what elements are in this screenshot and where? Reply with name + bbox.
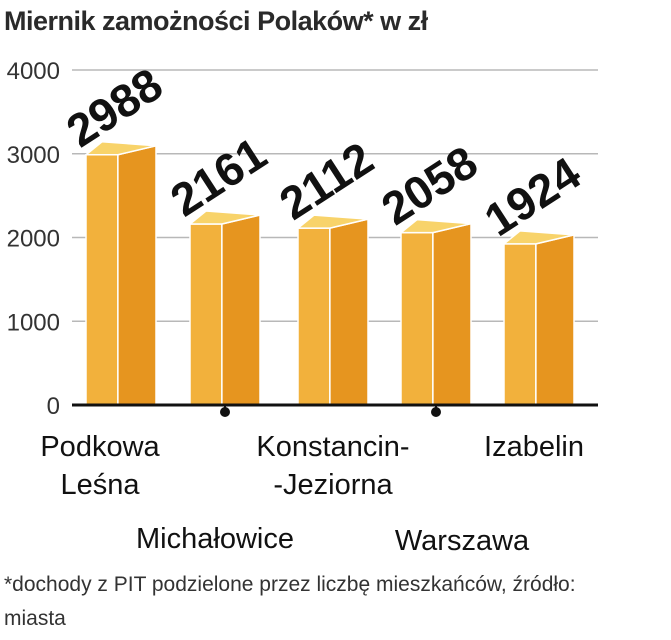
y-tick-label: 4000 <box>7 58 60 85</box>
label-leader-dot <box>431 407 441 417</box>
bar-side-face <box>221 214 261 406</box>
category-labels: Podkowa Leśna Michałowice Konstancin- -Jezio… <box>40 431 584 557</box>
bar <box>501 230 575 406</box>
bar-top-face <box>295 214 369 229</box>
bar-top-face <box>501 230 575 245</box>
category-label: -Jeziorna <box>273 469 393 501</box>
y-tick-label: 3000 <box>7 142 60 169</box>
y-tick-label: 1000 <box>7 309 60 336</box>
x-axis <box>72 403 598 417</box>
bar-front-face <box>85 154 119 406</box>
chart-title: Miernik zamożności Polaków* w zł <box>4 6 428 36</box>
bar <box>187 210 261 406</box>
bar-front-face <box>189 223 223 406</box>
value-label: 2112 <box>270 132 382 230</box>
category-label: Michałowice <box>136 523 294 555</box>
label-leader-dot <box>220 407 230 417</box>
bar-side-face <box>117 144 157 406</box>
category-label: Leśna <box>60 469 140 501</box>
bar-top-face <box>398 218 472 234</box>
category-label: Konstancin- <box>256 431 409 463</box>
bar-top-face <box>83 140 157 156</box>
bar <box>398 218 472 406</box>
y-tick-label: 2000 <box>7 226 60 253</box>
category-label: Warszawa <box>395 525 530 557</box>
bar <box>295 214 369 406</box>
bar-side-face <box>432 222 472 406</box>
footnote: *dochody z PIT podzielone przez liczbę m… <box>4 573 576 630</box>
category-label: Izabelin <box>484 431 584 463</box>
bar-front-face <box>400 231 434 406</box>
bar-front-face <box>297 227 331 406</box>
y-tick-label: 0 <box>47 393 60 420</box>
bar <box>83 140 157 406</box>
bar-front-face <box>503 243 537 406</box>
bar-side-face <box>329 218 369 406</box>
bar-side-face <box>535 233 575 406</box>
y-axis-tick-labels: 0 1000 2000 3000 4000 <box>7 58 60 420</box>
bar-top-face <box>187 210 261 225</box>
category-label: Podkowa <box>40 431 160 463</box>
